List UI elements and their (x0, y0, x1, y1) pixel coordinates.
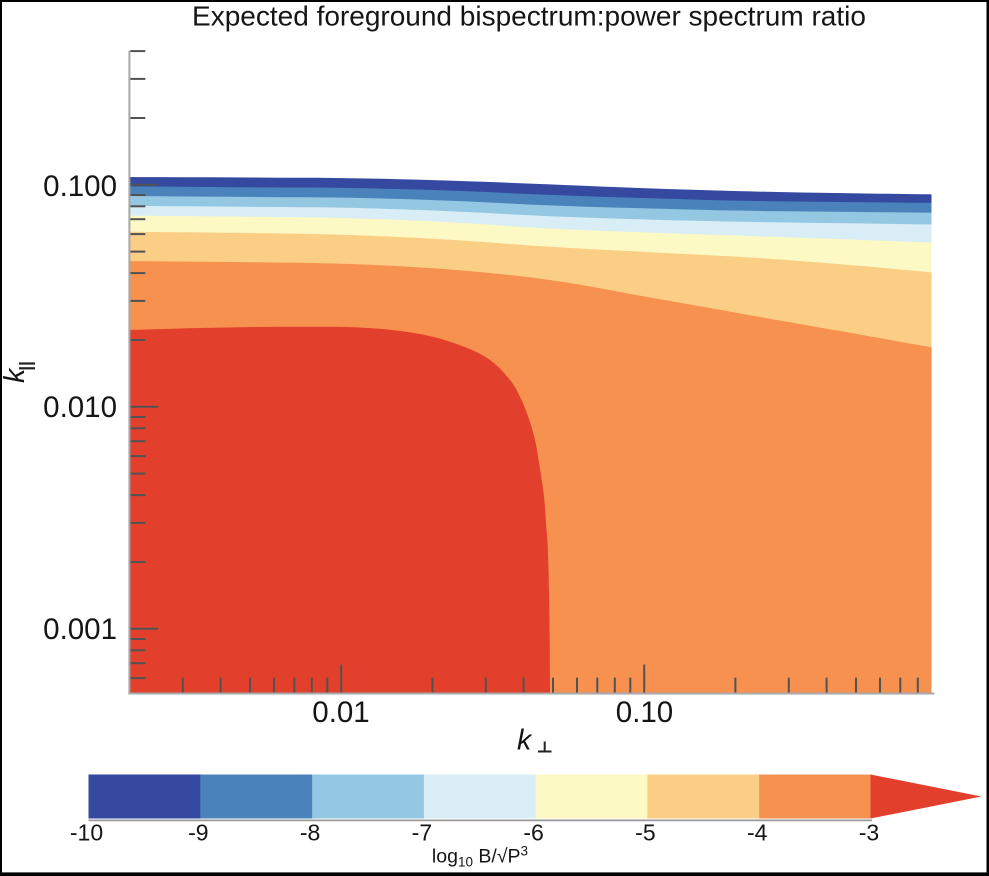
svg-text:0.100: 0.100 (43, 170, 117, 203)
svg-text:-6: -6 (523, 820, 543, 846)
svg-text:-8: -8 (300, 820, 320, 846)
svg-text:-7: -7 (412, 820, 432, 846)
svg-text:0.010: 0.010 (43, 391, 117, 424)
svg-text:0.10: 0.10 (616, 696, 673, 729)
svg-text:0.001: 0.001 (43, 613, 117, 646)
svg-text:-10: -10 (70, 820, 103, 846)
svg-text:-4: -4 (747, 820, 768, 846)
svg-text:log10 B/√P3: log10 B/√P3 (432, 844, 528, 870)
svg-text:k: k (0, 367, 31, 383)
svg-text:-5: -5 (635, 820, 655, 846)
svg-text:0.01: 0.01 (312, 696, 369, 729)
svg-text:-9: -9 (188, 820, 208, 846)
svg-text:Expected foreground bispectrum: Expected foreground bispectrum:power spe… (192, 1, 866, 32)
svg-text:-3: -3 (859, 820, 879, 846)
svg-text:k: k (517, 725, 533, 757)
